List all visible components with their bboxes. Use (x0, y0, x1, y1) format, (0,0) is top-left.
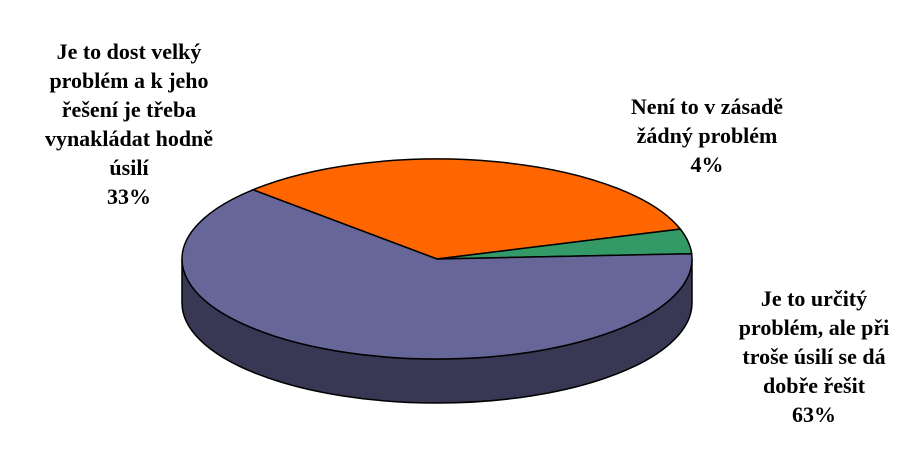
slice-value-label: 33% (107, 184, 151, 209)
slice-label-text: Je to určitý problém, ale při troše úsil… (738, 286, 890, 398)
pie-slice-63 (181, 188, 693, 360)
slice-label-text: Je to dost velký problém a k jeho řešení… (44, 39, 214, 180)
slice-label-4: Není to v zásadě žádný problém 4% (572, 63, 842, 208)
slice-label-63: Je to určitý problém, ale při troše úsil… (708, 255, 920, 458)
slice-label-33: Je to dost velký problém a k jeho řešení… (0, 8, 258, 240)
slice-value-label: 63% (792, 402, 836, 427)
slice-value-label: 4% (690, 152, 724, 177)
slice-label-text: Není to v zásadě žádný problém (630, 94, 784, 148)
pie-chart (181, 158, 693, 404)
pie-slice-33 (250, 158, 682, 260)
